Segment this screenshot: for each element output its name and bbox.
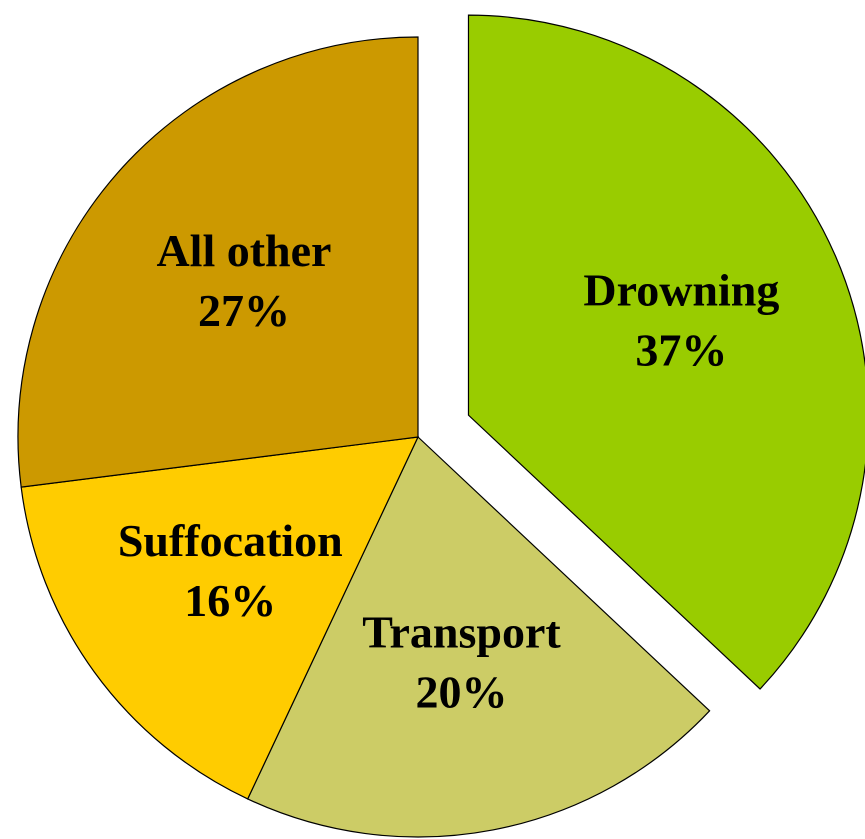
pie-slice (17, 36, 419, 488)
slice-value-label: 16% (184, 575, 276, 626)
pie-slice (246, 435, 711, 838)
slice-label: Transport (362, 606, 561, 657)
slice-value-label: 27% (198, 285, 290, 336)
pie-slice (20, 436, 420, 800)
slice-label: Suffocation (118, 515, 343, 566)
slice-value-label: 20% (415, 666, 507, 717)
slice-label: All other (156, 225, 331, 276)
slice-value-label: 37% (635, 325, 727, 376)
pie-slice (467, 14, 865, 690)
slice-label: Drowning (583, 265, 779, 316)
